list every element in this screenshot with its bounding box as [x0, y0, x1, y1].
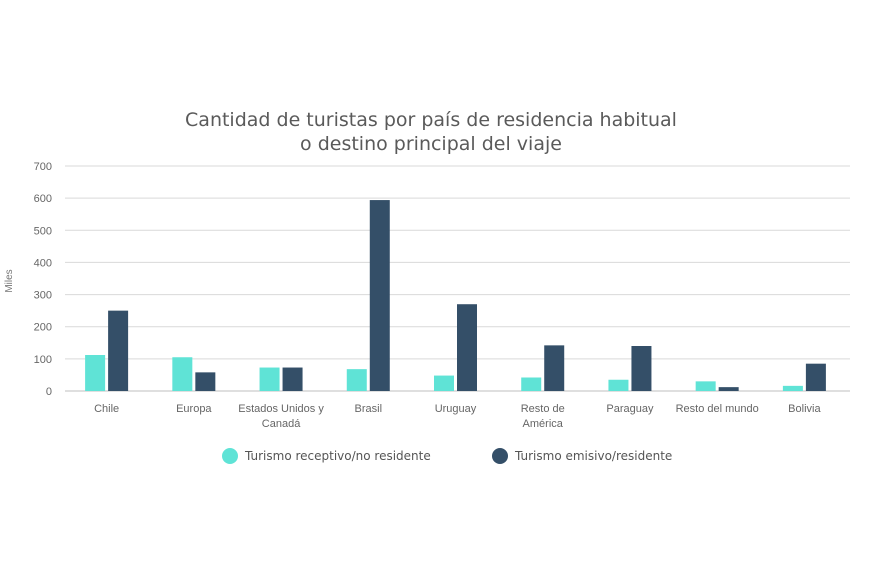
legend-label: Turismo receptivo/no residente: [244, 449, 431, 463]
y-tick-label: 600: [34, 193, 52, 205]
bars: [85, 200, 826, 391]
chart-title-line-2: o destino principal del viaje: [300, 133, 562, 155]
bar-receptivo: [782, 385, 803, 391]
chart-title: Cantidad de turistas por país de residen…: [185, 109, 677, 155]
y-axis-label: Miles: [4, 269, 15, 292]
bar-receptivo: [172, 357, 193, 391]
bar-receptivo: [259, 367, 280, 391]
y-tick-label: 700: [34, 161, 52, 173]
legend-marker: [492, 448, 508, 464]
x-category-label: Chile: [94, 403, 119, 415]
bar-receptivo: [85, 355, 106, 391]
x-category-label: Uruguay: [435, 403, 477, 415]
x-category-label: Canadá: [262, 418, 301, 430]
x-category-label: Resto del mundo: [676, 403, 759, 415]
y-tick-label: 400: [34, 257, 52, 269]
bar-emisivo: [631, 346, 652, 391]
bar-receptivo: [608, 379, 629, 391]
chart-title-line-1: Cantidad de turistas por país de residen…: [185, 109, 677, 131]
x-category-label: Resto de: [521, 403, 565, 415]
y-tick-label: 100: [34, 354, 52, 366]
bar-emisivo: [457, 304, 477, 391]
y-tick-label: 200: [34, 322, 52, 334]
x-category-label: Europa: [176, 403, 212, 415]
bar-receptivo: [434, 375, 454, 391]
bar-emisivo: [718, 387, 739, 391]
y-tick-label: 300: [34, 290, 52, 302]
legend-marker: [222, 448, 238, 464]
x-category-label: Paraguay: [606, 403, 654, 415]
bar-receptivo: [521, 377, 542, 391]
x-category-label: Brasil: [355, 403, 383, 415]
bar-emisivo: [369, 200, 390, 391]
bar-emisivo: [108, 310, 129, 391]
y-tick-label: 0: [46, 386, 52, 398]
legend: Turismo receptivo/no residente Turismo em…: [222, 448, 672, 464]
x-category-labels: Chile Europa Estados Unidos y Canadá Brasil U…: [94, 403, 821, 430]
legend-label: Turismo emisivo/residente: [514, 449, 672, 463]
x-category-label: Bolivia: [788, 403, 821, 415]
y-tick-label: 500: [34, 225, 52, 237]
y-tick-labels: 0 100 200 300 400 500 600 700: [34, 161, 52, 398]
x-category-label: Estados Unidos y: [238, 403, 324, 415]
bar-emisivo: [544, 345, 565, 391]
bar-receptivo: [346, 369, 367, 391]
bar-emisivo: [805, 363, 826, 391]
bar-receptivo: [695, 381, 716, 391]
x-category-label: América: [523, 418, 564, 430]
bar-emisivo: [195, 372, 216, 391]
bar-emisivo: [282, 367, 303, 391]
